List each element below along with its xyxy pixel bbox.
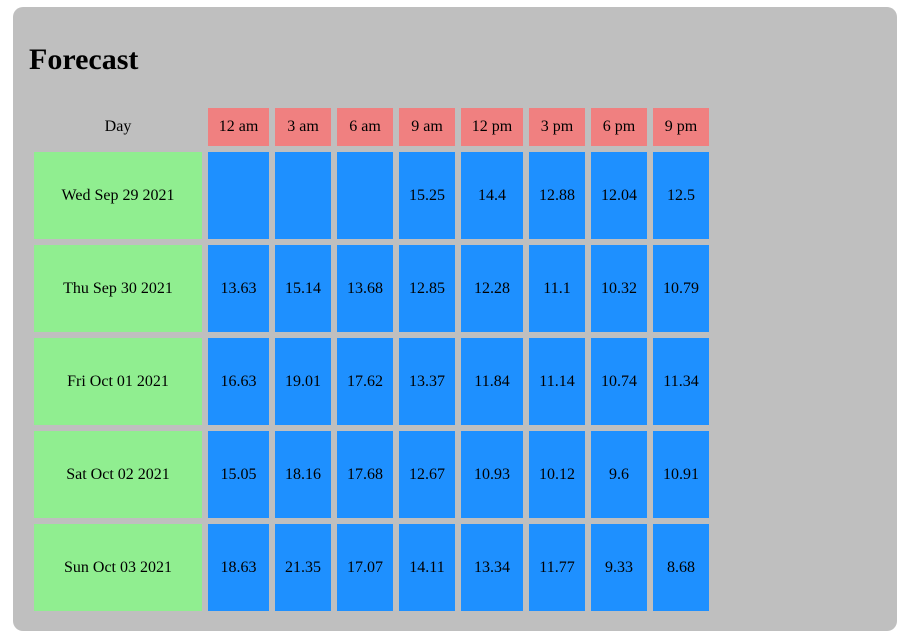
value-cell: 16.63 [208,338,269,425]
day-cell: Sun Oct 03 2021 [34,524,202,611]
time-column-header: 9 am [399,108,455,146]
value-cell: 13.34 [461,524,523,611]
value-cell: 18.63 [208,524,269,611]
day-cell: Wed Sep 29 2021 [34,152,202,239]
value-cell: 14.4 [461,152,523,239]
value-cell: 11.1 [529,245,585,332]
value-cell: 18.16 [275,431,331,518]
value-cell [337,152,393,239]
value-cell: 10.91 [653,431,709,518]
time-column-header: 3 pm [529,108,585,146]
table-row: Wed Sep 29 2021 15.25 14.4 12.88 12.04 12.5 [34,152,709,239]
day-cell: Fri Oct 01 2021 [34,338,202,425]
value-cell: 21.35 [275,524,331,611]
table-row: Sat Oct 02 2021 15.05 18.16 17.68 12.67 10.93… [34,431,709,518]
value-cell: 11.84 [461,338,523,425]
value-cell: 12.88 [529,152,585,239]
value-cell: 17.07 [337,524,393,611]
value-cell: 15.05 [208,431,269,518]
table-row: Fri Oct 01 2021 16.63 19.01 17.62 13.37 11.84… [34,338,709,425]
time-column-header: 6 am [337,108,393,146]
value-cell: 17.62 [337,338,393,425]
day-cell: Sat Oct 02 2021 [34,431,202,518]
value-cell: 12.5 [653,152,709,239]
forecast-panel: Forecast Day 12 am 3 am 6 am 9 am 12 pm 3 pm 6… [13,7,897,631]
forecast-table: Day 12 am 3 am 6 am 9 am 12 pm 3 pm 6 pm 9 pm W… [28,102,715,617]
header-row: Day 12 am 3 am 6 am 9 am 12 pm 3 pm 6 pm 9 pm [34,108,709,146]
time-column-header: 3 am [275,108,331,146]
value-cell: 15.14 [275,245,331,332]
value-cell: 11.77 [529,524,585,611]
value-cell: 12.04 [591,152,647,239]
value-cell: 15.25 [399,152,455,239]
value-cell: 13.63 [208,245,269,332]
value-cell [275,152,331,239]
value-cell: 11.34 [653,338,709,425]
value-cell: 11.14 [529,338,585,425]
value-cell: 10.93 [461,431,523,518]
value-cell: 14.11 [399,524,455,611]
day-column-header: Day [104,118,132,135]
value-cell: 19.01 [275,338,331,425]
value-cell: 17.68 [337,431,393,518]
time-column-header: 12 am [208,108,269,146]
value-cell: 10.12 [529,431,585,518]
value-cell: 12.28 [461,245,523,332]
value-cell: 10.74 [591,338,647,425]
table-row: Thu Sep 30 2021 13.63 15.14 13.68 12.85 12.28… [34,245,709,332]
value-cell: 9.6 [591,431,647,518]
value-cell: 13.68 [337,245,393,332]
forecast-rows: Wed Sep 29 2021 15.25 14.4 12.88 12.04 12.5 Th… [34,152,709,611]
value-cell: 12.67 [399,431,455,518]
value-cell: 12.85 [399,245,455,332]
day-cell: Thu Sep 30 2021 [34,245,202,332]
value-cell: 10.32 [591,245,647,332]
value-cell: 9.33 [591,524,647,611]
time-column-header: 9 pm [653,108,709,146]
time-column-header: 6 pm [591,108,647,146]
table-row: Sun Oct 03 2021 18.63 21.35 17.07 14.11 13.34… [34,524,709,611]
value-cell: 8.68 [653,524,709,611]
value-cell [208,152,269,239]
value-cell: 10.79 [653,245,709,332]
page-title: Forecast [29,43,139,76]
value-cell: 13.37 [399,338,455,425]
time-column-header: 12 pm [461,108,523,146]
